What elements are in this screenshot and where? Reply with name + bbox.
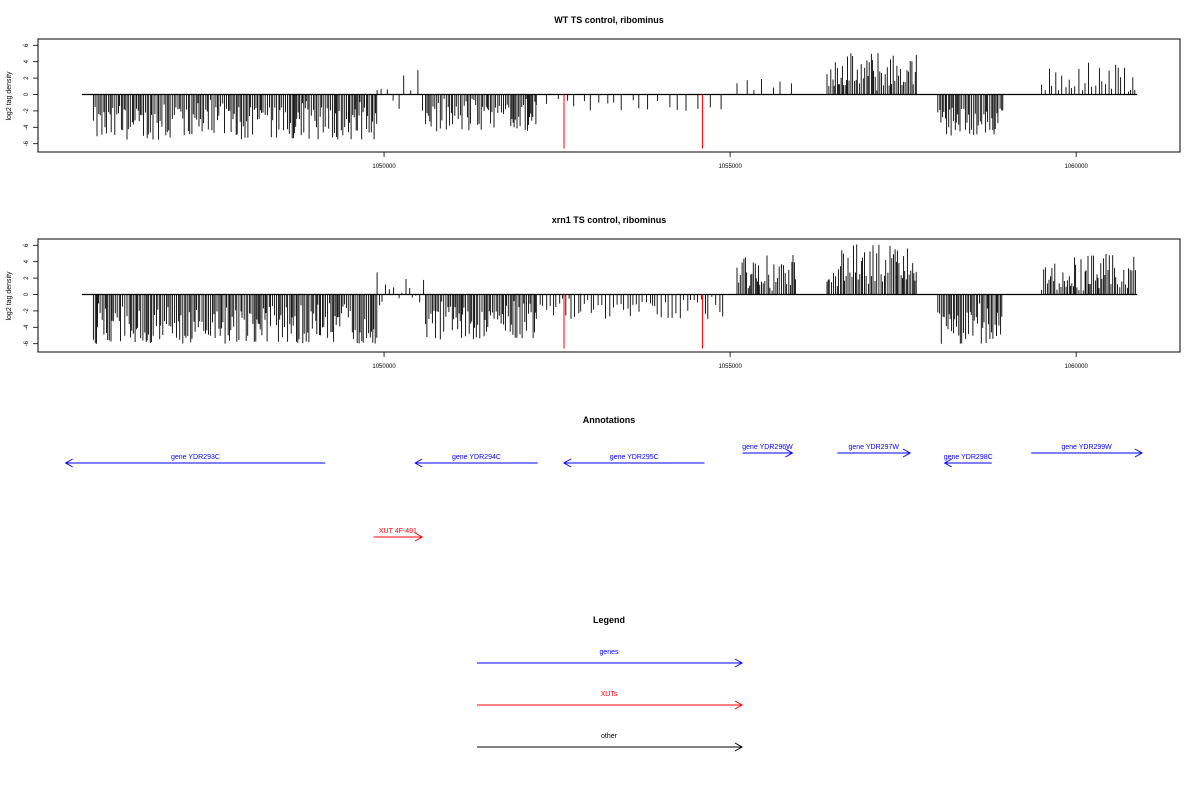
legend-item-arrowhead [734,700,744,710]
legend-item-xuts: XUTs [477,691,744,710]
annotation-feature-label: XUT 4F-491 [379,528,417,535]
annotation-feature: XUT 4F-491 [373,528,424,542]
annotation-feature: gene YDR298C [943,454,993,468]
annotation-feature: gene YDR293C [64,454,326,468]
legend-item-label: genes [599,649,619,656]
annotation-feature: gene YDR297W [837,444,912,458]
legend-item-arrowhead [734,742,744,752]
annotation-feature: gene YDR294C [414,454,538,468]
wt-y-tick-label: 2 [24,76,30,80]
annotation-feature-label: gene YDR294C [452,454,501,461]
annotation-feature-label: gene YDR298C [944,454,993,461]
wt-y-tick-label: -2 [24,108,30,114]
xrn1-x-tick-label: 1060000 [1065,364,1089,370]
xrn1-plot-frame [37,238,1181,353]
legend-item-genes: genes [477,649,744,668]
xrn1-y-tick-label: 2 [24,276,30,280]
wt-plot-frame [37,38,1181,153]
annotation-feature-arrowhead [943,458,952,468]
annotation-feature-arrowhead [1134,448,1143,458]
annotations-title: Annotations [583,415,636,425]
xrn1-y-tick-label: 4 [24,259,30,263]
wt-y-tick-label: -6 [24,140,30,146]
wt-x-tick-label: 1060000 [1065,164,1089,170]
legend-item-arrowhead [734,658,744,668]
xrn1-y-tick-label: 6 [24,243,30,247]
legend: Legend genes XUTs other [477,615,744,752]
annotation-feature-label: gene YDR295C [610,454,659,461]
annotation-feature-arrowhead [64,458,73,468]
annotation-feature-label: gene YDR297W [849,444,900,451]
annotation-features: gene YDR293C gene YDR294C gene YDR295C gene… [64,444,1143,542]
annotation-feature: gene YDR299W [1031,444,1143,458]
xrn1-y-tick-label: -2 [24,308,30,314]
wt-y-tick-label: -4 [24,124,30,130]
annotation-feature: gene YDR295C [563,454,705,468]
legend-item-label: XUTs [601,691,618,698]
wt-y-tick-label: 4 [24,59,30,63]
wt-y-tick-label: 0 [24,92,30,96]
xrn1-density-bars [82,244,1137,349]
wt-density-panel: WT TS control, ribominus log2 tag densit… [6,15,1181,170]
annotation-feature-arrowhead [414,532,424,542]
wt-axes: -6 -4 -2 0 2 4 6 1050000 1055000 1060000 [24,43,1089,170]
wt-y-axis-label: log2 tag density [6,71,13,121]
wt-density-bars [82,53,1137,149]
annotation-feature-label: gene YDR293C [171,454,220,461]
annotation-feature: gene YDR296W [742,444,794,458]
annotation-feature-arrowhead [563,458,572,468]
wt-y-tick-label: 6 [24,43,30,47]
legend-item-other: other [477,733,744,752]
xrn1-y-tick-label: 0 [24,292,30,296]
xrn1-density-panel: xrn1 TS control, ribominus log2 tag dens… [6,215,1181,370]
annotation-feature-arrowhead [902,448,912,458]
annotation-feature-arrowhead [785,448,794,458]
xrn1-x-tick-label: 1055000 [718,364,742,370]
xrn1-y-tick-label: -4 [24,324,30,330]
annotation-feature-arrowhead [414,458,423,468]
legend-item-label: other [601,733,618,740]
xrn1-x-tick-label: 1050000 [372,364,396,370]
xrn1-axes: -6 -4 -2 0 2 4 6 1050000 1055000 1060000 [24,243,1089,370]
xrn1-y-axis-label: log2 tag density [6,271,13,321]
annotations-track: Annotations gene YDR293C gene YDR294C gene… [64,415,1143,542]
annotation-feature-label: gene YDR296W [742,444,793,451]
wt-panel-title: WT TS control, ribominus [554,15,664,25]
legend-title: Legend [593,615,625,625]
xrn1-panel-title: xrn1 TS control, ribominus [552,215,667,225]
wt-x-tick-label: 1050000 [372,164,396,170]
xrn1-y-tick-label: -6 [24,340,30,346]
legend-items: genes XUTs other [477,649,744,752]
wt-x-tick-label: 1055000 [718,164,742,170]
annotation-feature-label: gene YDR299W [1061,444,1112,451]
